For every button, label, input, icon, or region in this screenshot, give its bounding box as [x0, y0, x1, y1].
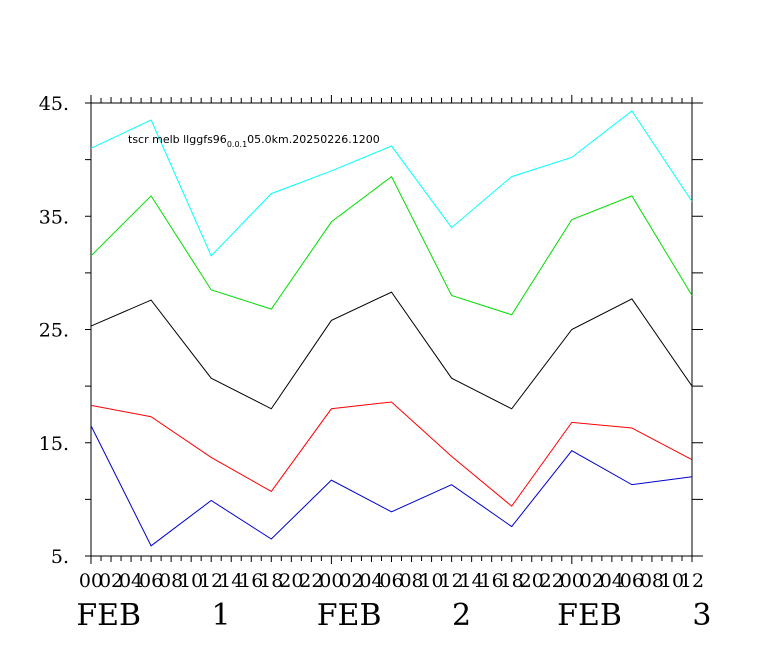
chart-title-main: tscr melb llggfs96 — [128, 133, 227, 146]
tick-marks — [85, 95, 703, 564]
x-tick-label: 16 — [480, 570, 504, 592]
x-tick-label: 14 — [460, 570, 484, 592]
x-tick-label: 08 — [399, 570, 423, 592]
plot-frame — [90, 97, 693, 557]
x-tick-label: 18 — [500, 570, 524, 592]
chart-title-sub: 0.0.1 — [227, 140, 247, 149]
date-label-month: FEB — [557, 598, 622, 633]
date-label-day: 3 — [692, 598, 711, 633]
y-tick-label: 45. — [39, 93, 69, 115]
series-line-2 — [90, 175, 693, 316]
x-tick-label: 04 — [119, 570, 143, 592]
y-tick-label: 25. — [39, 320, 69, 342]
series-line-5 — [90, 425, 693, 547]
x-tick-label: 08 — [640, 570, 664, 592]
date-label-day: 1 — [212, 598, 231, 633]
x-tick-label: 06 — [139, 570, 163, 592]
x-tick-label: 08 — [159, 570, 183, 592]
x-tick-label: 22 — [540, 570, 564, 592]
x-tick-label: 02 — [339, 570, 363, 592]
y-tick-label: 15. — [39, 433, 69, 455]
x-tick-label: 06 — [620, 570, 644, 592]
x-tick-label: 20 — [520, 570, 544, 592]
x-tick-label: 10 — [179, 570, 203, 592]
date-label-month: FEB — [76, 598, 141, 633]
date-label-month: FEB — [317, 598, 382, 633]
x-tick-label: 10 — [419, 570, 443, 592]
y-tick-label: 35. — [39, 206, 69, 228]
x-tick-label: 10 — [660, 570, 684, 592]
chart-title-rest: 05.0km.20250226.1200 — [247, 133, 380, 146]
x-tick-label: 02 — [580, 570, 604, 592]
x-tick-label: 18 — [259, 570, 283, 592]
series-line-4 — [90, 401, 693, 507]
x-tick-label: 00 — [319, 570, 343, 592]
x-tick-label: 00 — [79, 570, 103, 592]
series-line-1 — [90, 110, 693, 257]
x-tick-label: 14 — [219, 570, 243, 592]
x-tick-label: 02 — [99, 570, 123, 592]
y-tick-label: 5. — [51, 546, 69, 568]
series-line-3 — [90, 291, 693, 410]
date-labels: FEB 1 FEB 2 FEB 3 — [76, 598, 711, 633]
date-label-day: 2 — [452, 598, 471, 633]
x-tick-label: 16 — [239, 570, 263, 592]
x-tick-label: 12 — [440, 570, 464, 592]
x-tick-label: 12 — [680, 570, 704, 592]
series-lines — [90, 110, 693, 547]
x-tick-label: 00 — [560, 570, 584, 592]
y-tick-labels: 5. 15. 25. 35. 45. — [39, 93, 69, 568]
x-tick-label: 12 — [199, 570, 223, 592]
x-tick-label: 22 — [299, 570, 323, 592]
x-tick-label: 04 — [600, 570, 624, 592]
chart-title: tscr melb llggfs960.0.105.0km.20250226.1… — [128, 133, 380, 149]
x-tick-label: 20 — [279, 570, 303, 592]
x-tick-label: 06 — [379, 570, 403, 592]
x-tick-label: 04 — [359, 570, 383, 592]
x-tick-labels: 0002040608101214161820220002040608101214… — [79, 570, 704, 592]
